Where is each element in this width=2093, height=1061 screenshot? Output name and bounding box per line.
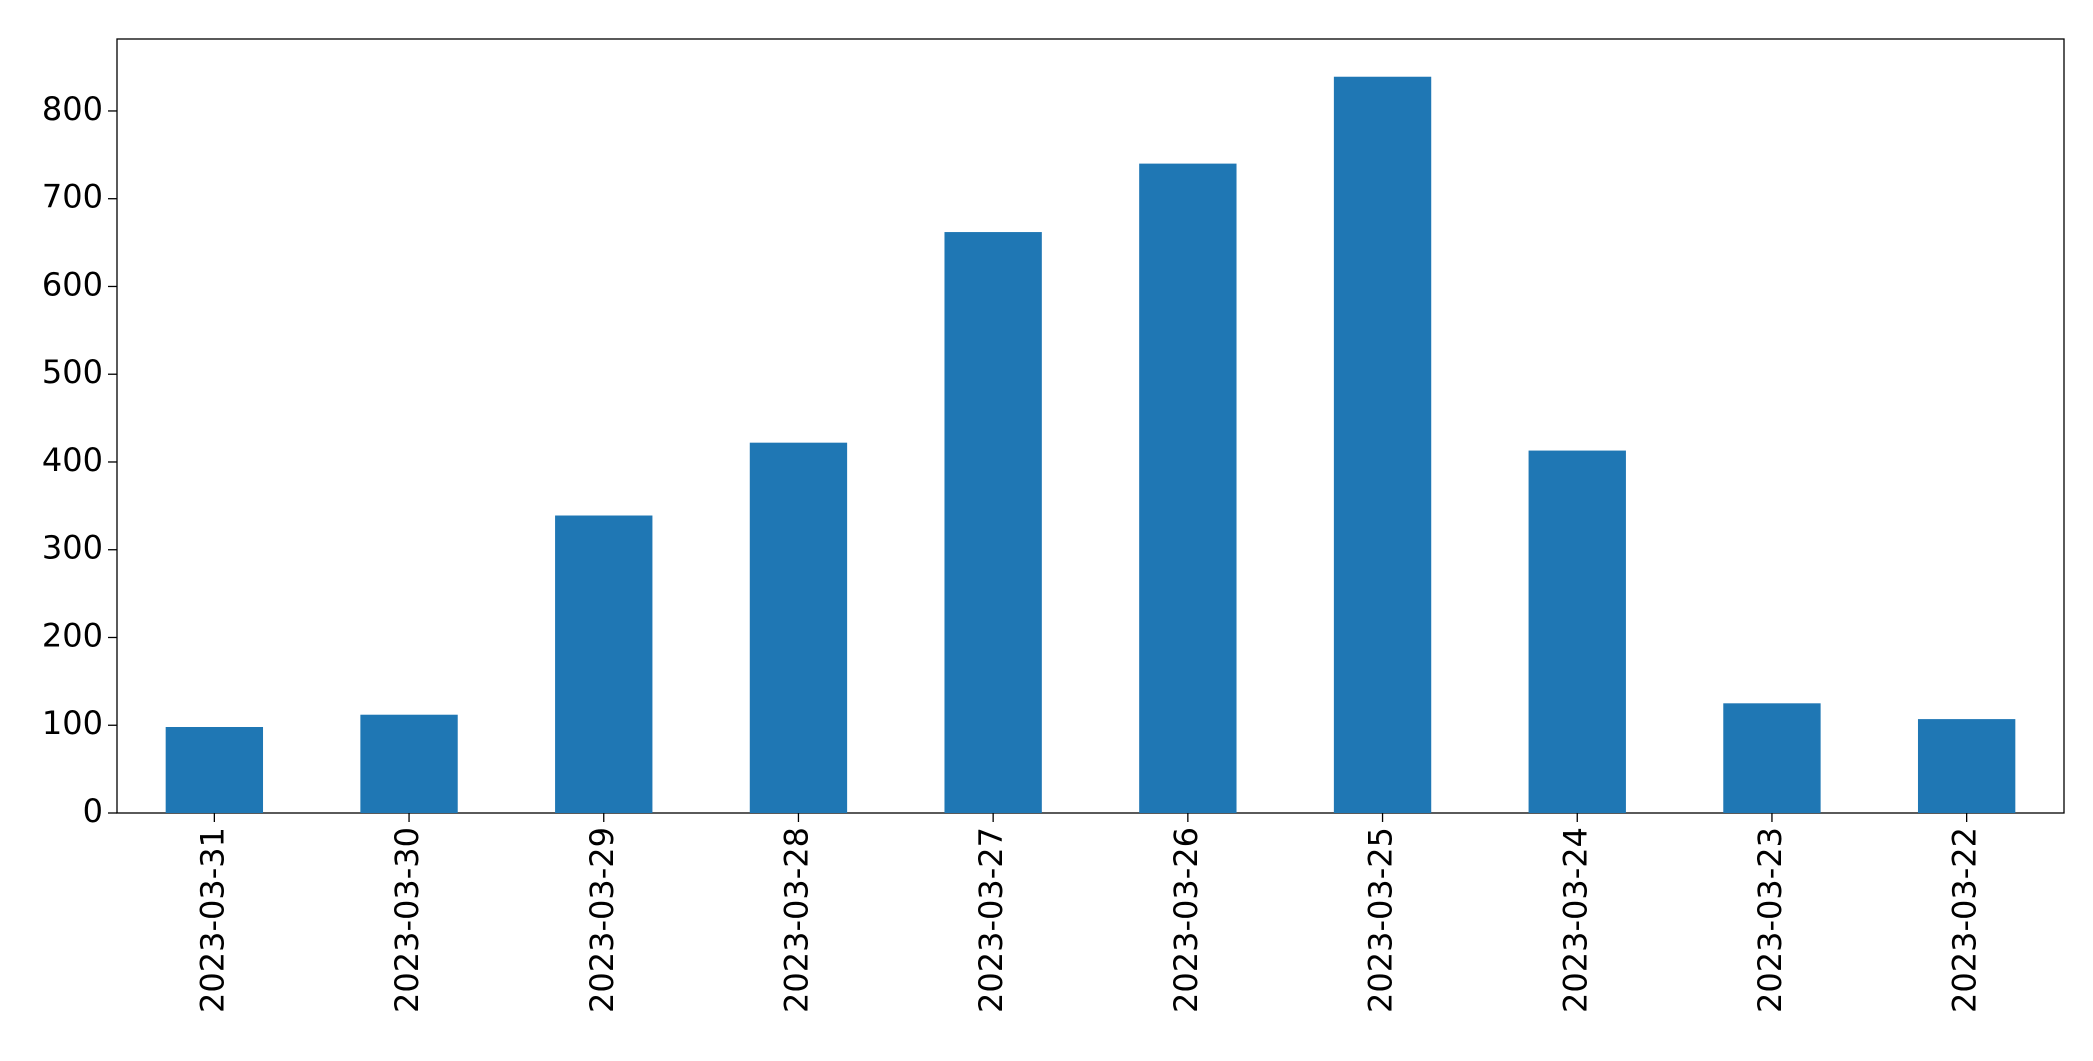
bar [1333,76,1432,814]
x-tick-label: 2023-03-22 [1946,827,1984,1013]
y-tick-label: 700 [42,178,103,216]
x-tick-label: 2023-03-26 [1167,827,1205,1013]
x-tick-label: 2023-03-29 [583,827,621,1013]
y-tick-label: 400 [42,441,103,479]
y-tick-label: 600 [42,265,103,303]
y-tick-label: 0 [83,792,103,830]
y-tick-label: 800 [42,90,103,128]
x-tick-label: 2023-03-28 [777,827,815,1013]
y-tick-label: 500 [42,353,103,391]
y-tick-label: 100 [42,704,103,742]
bar [165,727,264,813]
bar [749,442,848,813]
bar [1723,703,1821,813]
bar [1139,163,1237,813]
y-tick-label: 200 [42,616,103,654]
x-tick-label: 2023-03-27 [972,827,1010,1013]
bar [555,515,653,813]
bar [1917,719,2016,813]
x-tick-label: 2023-03-23 [1751,827,1789,1013]
bar [360,714,458,813]
x-tick-label: 2023-03-31 [193,827,231,1013]
x-tick-label: 2023-03-24 [1556,827,1594,1013]
x-tick-label: 2023-03-25 [1362,827,1400,1013]
bar [944,232,1042,813]
x-tick-label: 2023-03-30 [388,827,426,1013]
y-tick-label: 300 [42,529,103,567]
bar [1528,450,1626,813]
plot-frame [116,38,2065,814]
